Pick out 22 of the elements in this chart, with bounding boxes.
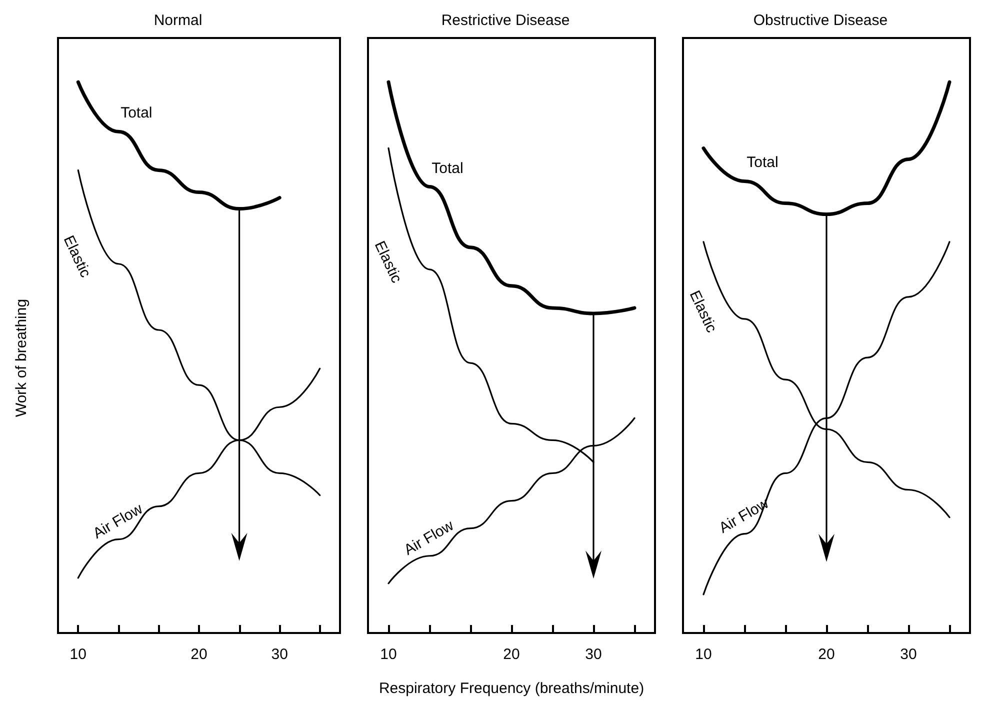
chart-title: Obstructive Disease [753,12,888,29]
x-tick-label: 10 [695,646,712,663]
y-axis-title: Work of breathing [13,298,30,418]
x-tick-label: 10 [380,646,397,663]
series-label: Total [746,154,778,172]
x-tick-label: 20 [190,646,208,663]
x-tick-label: 30 [585,646,602,663]
x-tick-label: 30 [900,646,917,663]
x-axis-title: Respiratory Frequency (breaths/minute) [378,680,644,697]
text: Elastic [60,232,94,281]
x-tick-label: 20 [818,646,835,663]
x-tick-label: 20 [503,646,520,663]
series-label: Total [432,160,464,177]
x-tick-label: 30 [271,646,288,663]
text: Elastic [370,238,406,286]
text: Air Flow [401,516,457,559]
text: Elastic [686,288,720,336]
chart-title: Normal [154,12,202,29]
x-tick-label: 10 [70,646,86,663]
chart-title: Restrictive Disease [441,12,570,29]
text: Air Flow [90,500,146,542]
series-label: Total [120,104,152,122]
